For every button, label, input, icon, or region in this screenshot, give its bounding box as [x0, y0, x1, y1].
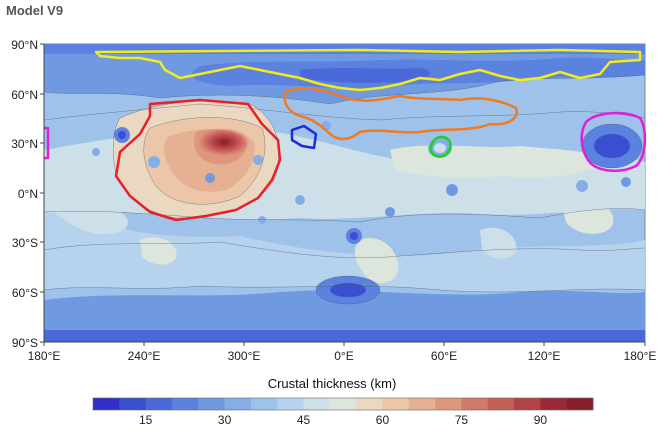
colorbar-swatch: [93, 398, 120, 410]
colorbar-swatch: [566, 398, 594, 410]
yellow-region-outline: [94, 48, 642, 92]
colorbar-swatch: [119, 398, 147, 410]
colorbar-title: Crustal thickness (km): [267, 376, 397, 391]
magenta-region-outline: [580, 111, 647, 173]
x-tick-label: 180°E: [624, 349, 657, 363]
southern-polar-region: [44, 290, 645, 330]
x-axis: 180°E 240°E 300°E 0°E 60°E 120°E 180°E: [28, 341, 657, 363]
x-tick-label: 120°E: [528, 349, 561, 363]
x-tick-label: 60°E: [431, 349, 457, 363]
colorbar-swatch: [514, 398, 541, 410]
colorbar-swatch: [408, 398, 436, 410]
southern-highlands: [44, 200, 645, 292]
colorbar-tick-label: 30: [218, 413, 232, 427]
colorbar-tick-labels: 15 30 45 60 75 90: [139, 413, 547, 427]
colorbar-swatch: [224, 398, 252, 410]
thickness-contours: [44, 44, 645, 342]
y-tick-label: 60°S: [12, 286, 38, 300]
green-region-outline: [429, 135, 452, 158]
y-tick-label: 30°S: [12, 236, 38, 250]
colorbar-swatch: [487, 398, 515, 410]
x-tick-label: 180°E: [28, 349, 61, 363]
colorbar-swatch: [171, 398, 199, 410]
colorbar-swatch: [329, 398, 357, 410]
colorbar: [92, 397, 594, 411]
colorbar-tick-label: 45: [297, 413, 311, 427]
orange-region-outline: [283, 87, 518, 141]
y-tick-label: 30°N: [11, 137, 38, 151]
colorbar-swatch: [250, 398, 278, 410]
colorbar-swatch: [461, 398, 489, 410]
colorbar-swatch: [540, 398, 568, 410]
colorbar-swatch: [435, 398, 462, 410]
colorbar-swatch: [277, 398, 305, 410]
y-tick-label: 90°N: [11, 38, 38, 52]
x-tick-label: 0°E: [334, 349, 353, 363]
x-tick-label: 300°E: [228, 349, 261, 363]
colorbar-tick-label: 15: [139, 413, 153, 427]
chart-title: Model V9: [6, 3, 64, 18]
blue-region-outline: [290, 124, 318, 150]
colorbar-tick-label: 60: [376, 413, 390, 427]
colorbar-swatch: [382, 398, 410, 410]
colorbar-tick-label: 75: [455, 413, 469, 427]
y-tick-label: 90°S: [12, 336, 38, 350]
y-tick-label: 60°N: [11, 88, 38, 102]
colorbar-swatch: [303, 398, 331, 410]
y-axis: 90°N 60°N 30°N 0°N 30°S 60°S 90°S: [11, 38, 45, 350]
colorbar-tick-label: 90: [534, 413, 548, 427]
colorbar-swatch: [198, 398, 226, 410]
colorbar-frame: [92, 397, 594, 411]
magenta-region-outline-west: [44, 126, 50, 160]
x-tick-label: 240°E: [128, 349, 161, 363]
colorbar-swatch: [145, 398, 173, 410]
colorbar-swatch: [356, 398, 383, 410]
red-region-outline: [114, 98, 282, 222]
y-tick-label: 0°N: [18, 187, 38, 201]
